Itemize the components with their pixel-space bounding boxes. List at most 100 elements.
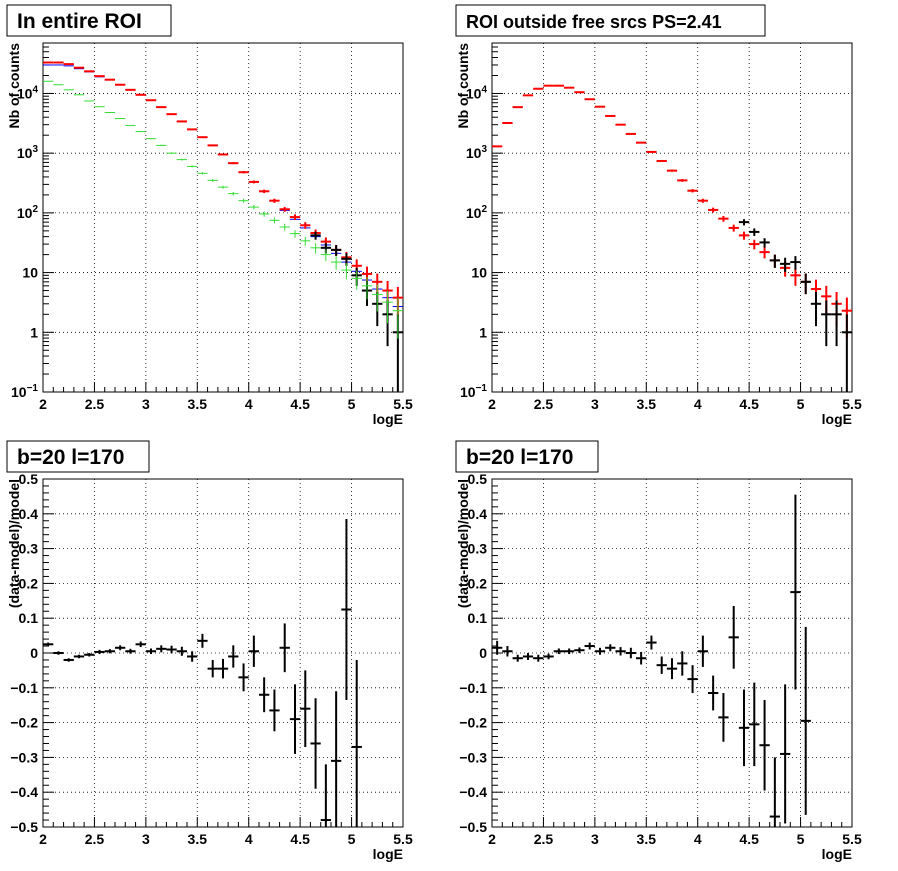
y-tick-label: −0.4 [10,784,38,800]
y-tick-label: −0.5 [10,819,38,835]
data-point [320,249,331,262]
x-tick-label: 3.5 [188,396,208,412]
y-axis-title: Nb of counts [6,43,22,129]
data-point [625,132,636,135]
data-point [392,297,403,339]
y-tick-label: 0 [30,645,38,661]
x-tick-label: 3.5 [637,831,657,847]
y-axis-title: (data-model)/model [6,479,22,608]
data-point [821,300,832,347]
data-point [800,626,811,815]
data-point [708,207,719,213]
x-tick-label: 2.5 [85,396,105,412]
y-tick-label: 0 [479,645,487,661]
data-point [197,172,208,175]
data-point [341,263,352,280]
data-point [207,144,218,147]
x-tick-label: 3.5 [188,831,208,847]
y-tick-exponent: −1 [476,383,488,394]
data-point [207,179,218,182]
x-tick-label: 2 [488,396,496,412]
data-point [269,198,280,203]
data-point [269,689,280,732]
series-0 [43,519,362,827]
data-point [279,623,290,673]
data-point [84,100,95,102]
data-point [84,653,95,657]
data-point [94,649,105,655]
y-tick-label: 10 [471,265,487,281]
data-point [259,677,270,713]
y-tick-exponent: 2 [32,204,38,215]
data-point [492,640,503,655]
data-point [361,276,373,300]
y-tick-label: 10−1 [11,383,38,400]
x-tick-label: 3 [591,396,599,412]
data-point [372,284,383,312]
y-tick-label: 0.5 [468,471,488,487]
y-tick-label: 0.5 [19,471,39,487]
title-box [455,4,766,37]
chart-title: In entire ROI [17,10,142,33]
data-point [666,658,678,680]
data-point [738,231,750,240]
data-point [605,114,616,117]
y-axis-title: Nb of counts [455,43,471,129]
y-tick-label: −0.2 [10,715,38,731]
data-point [310,231,321,240]
y-tick-label: −0.4 [459,784,487,800]
x-tick-label: 3.5 [637,396,657,412]
title-box [6,440,150,473]
data-point [217,658,229,679]
data-point [512,106,523,109]
y-tick-base: 10 [466,145,482,161]
data-point [145,648,157,655]
x-tick-label: 5 [797,831,805,847]
data-point [300,236,311,246]
data-point [73,94,85,96]
data-point [135,641,146,648]
data-point [176,158,187,161]
y-tick-exponent: 3 [32,144,38,155]
series-2 [738,219,852,392]
x-axis-title: logE [373,411,403,427]
data-point [646,150,657,153]
data-point [636,141,647,144]
data-point [43,642,54,647]
data-point [677,179,688,182]
data-point [584,642,595,650]
y-tick-label: 1 [479,324,487,340]
data-point [382,290,393,324]
y-tick-label: 1 [30,324,38,340]
data-point [594,647,606,655]
x-tick-label: 3 [142,831,150,847]
data-point [166,113,177,116]
data-point [502,122,513,125]
data-point [279,223,290,231]
x-tick-label: 5.5 [393,396,413,412]
data-point [187,165,198,168]
data-point [145,99,157,102]
y-tick-label: −0.3 [459,749,487,765]
y-tick-label: 10 [22,265,38,281]
data-point [738,219,750,226]
data-point [656,656,667,674]
y-tick-base: 10 [466,205,482,221]
data-point [135,93,146,96]
data-point [53,651,64,655]
data-point [810,291,822,327]
data-point [502,646,513,657]
data-point [841,314,852,392]
data-point [166,645,177,654]
x-axis-title: logE [373,846,403,862]
data-point [718,215,729,222]
x-tick-label: 2.5 [534,396,554,412]
y-tick-exponent: −1 [27,383,39,394]
x-tick-label: 3 [142,396,150,412]
plot-frame [491,42,853,393]
data-point [331,256,342,270]
x-tick-label: 5 [348,396,356,412]
panel-residual-right: 2 2.5 3 3.5 4 4.5 5 5.5 −0.5 −0.4 −0.3 −0.2 −0.1 0 0.1… [455,440,862,862]
y-tick-label: 0.3 [19,541,39,557]
data-point [166,152,177,155]
